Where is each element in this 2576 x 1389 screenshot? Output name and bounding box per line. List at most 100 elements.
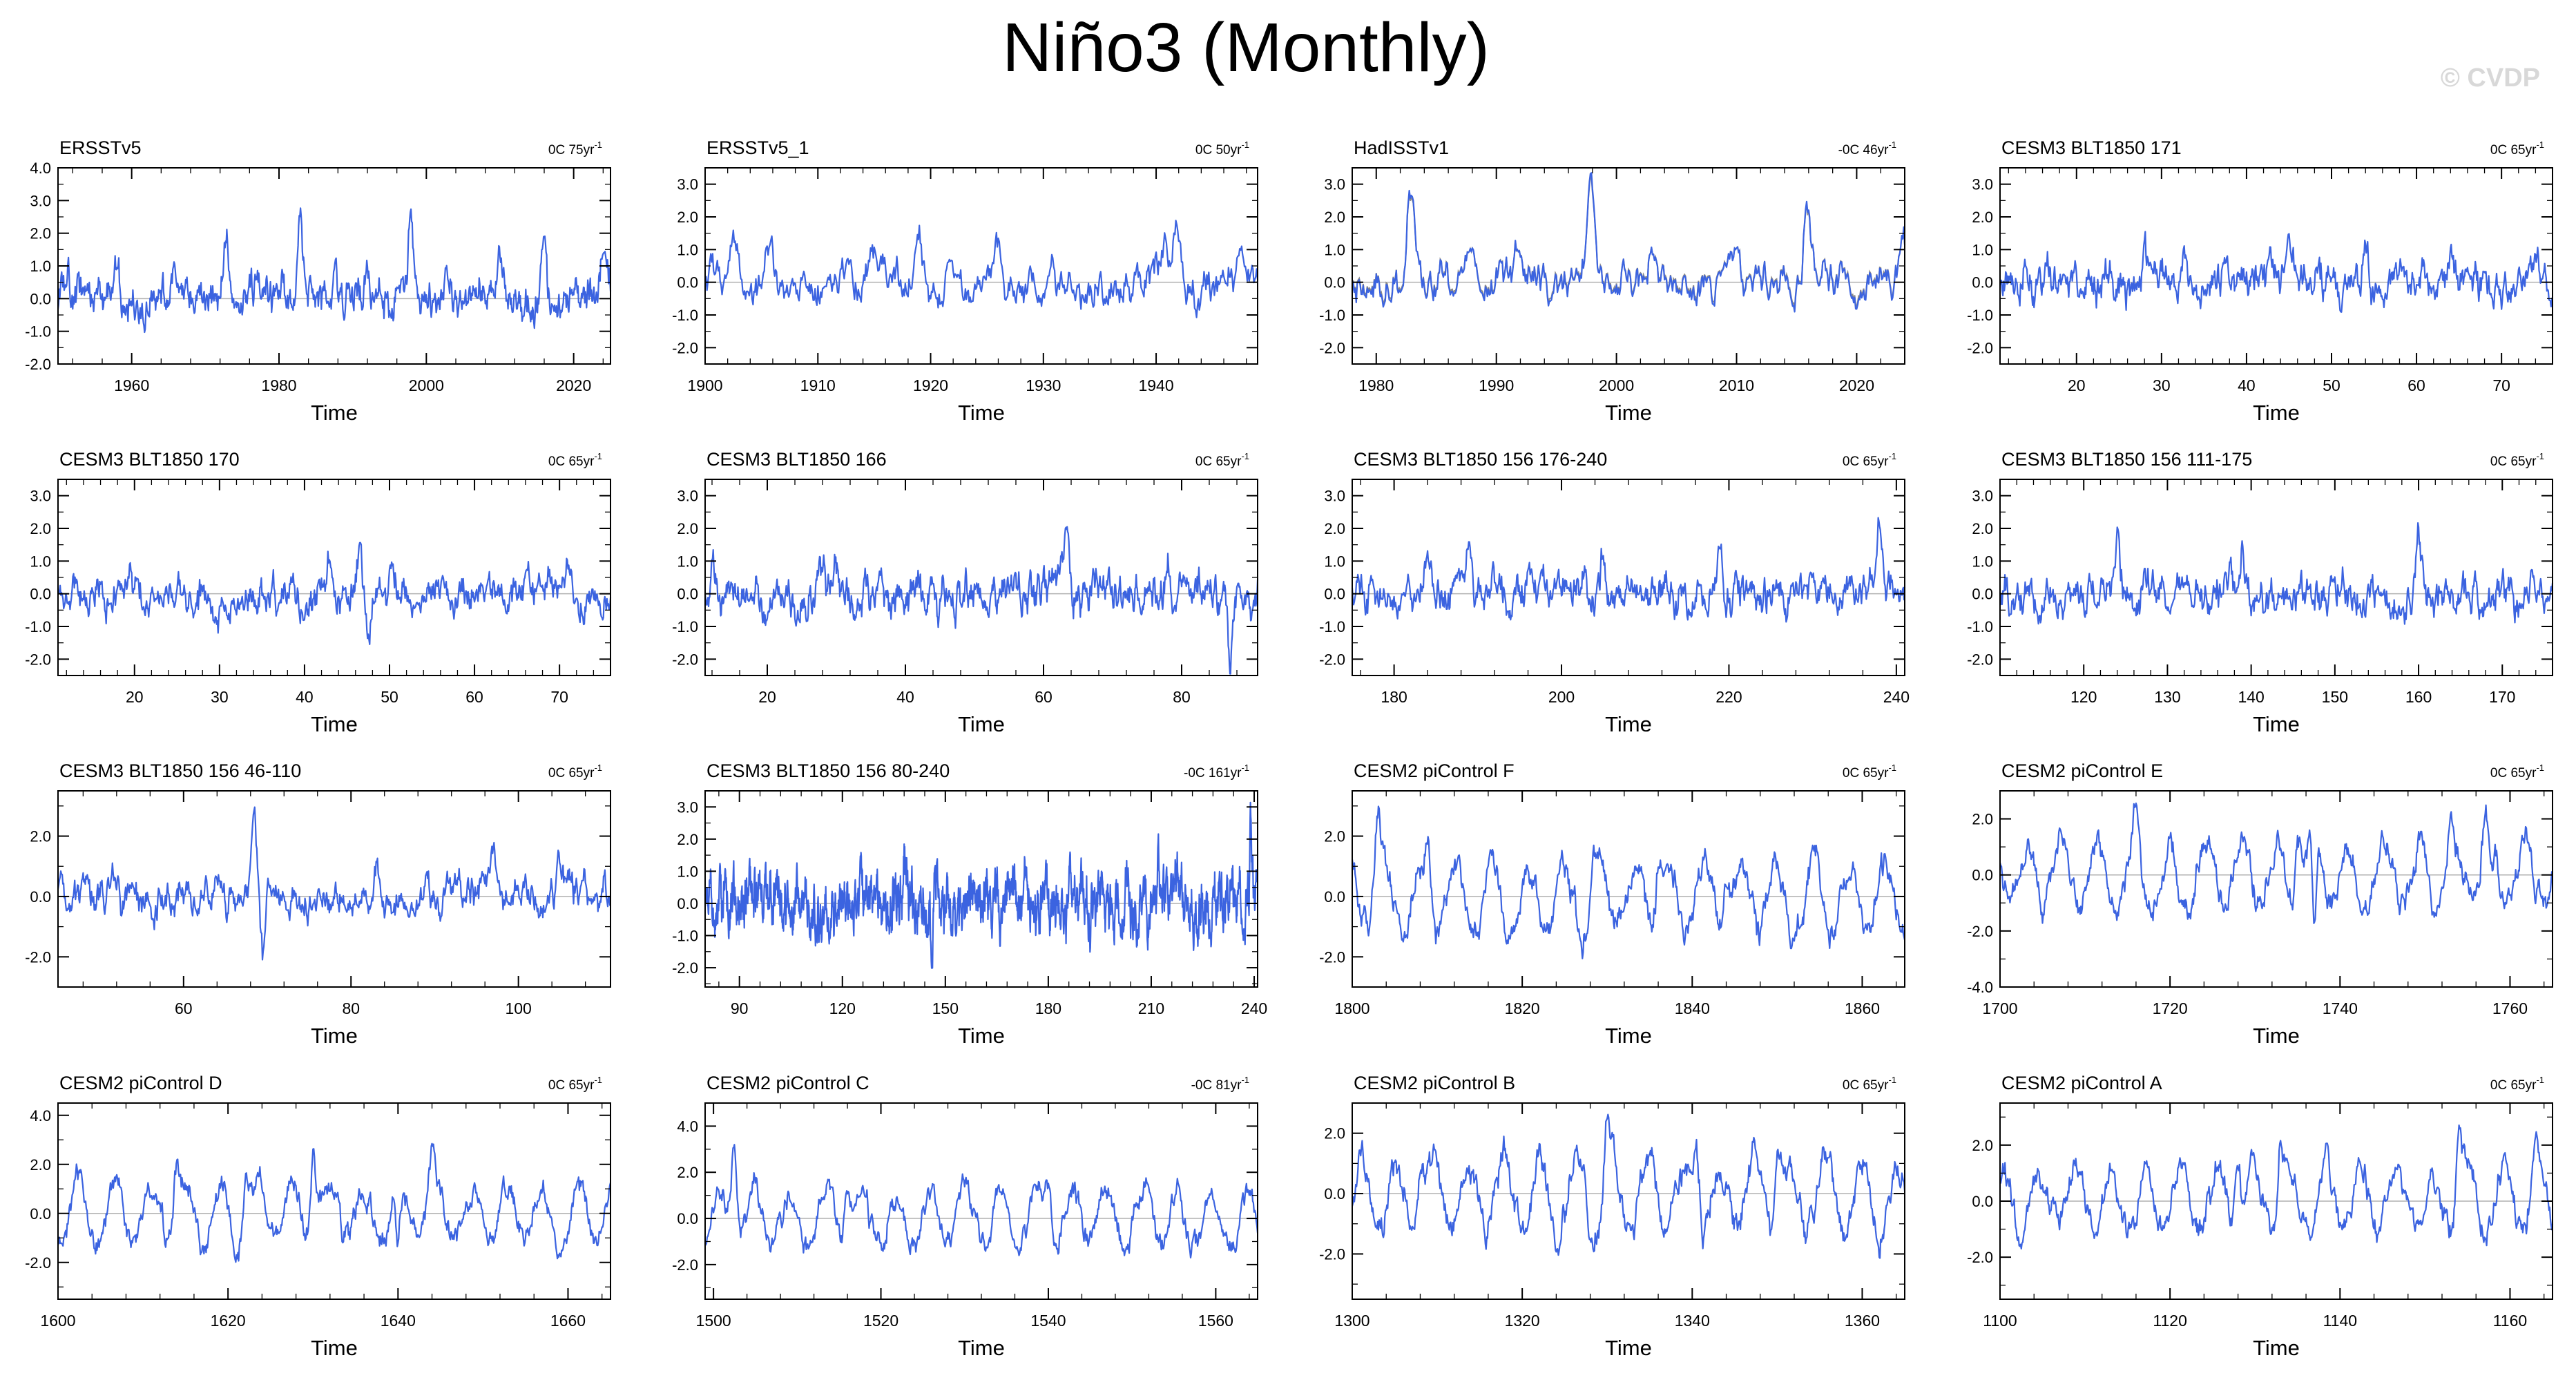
- x-axis-label: Time: [1605, 1024, 1652, 1048]
- panel-title: CESM3 BLT1850 171: [2001, 137, 2182, 158]
- x-tick-label: 160: [2405, 688, 2432, 706]
- x-tick-label: 60: [2407, 376, 2425, 394]
- y-tick-label: -2.0: [1967, 339, 1993, 356]
- figure-title: Niño3 (Monthly): [1002, 9, 1490, 86]
- y-tick-label: -2.0: [1319, 339, 1345, 356]
- trend-label: 0C 65yr-1: [1843, 451, 1896, 469]
- y-tick-label: 1.0: [1972, 553, 1993, 570]
- trend-exponent: -1: [2536, 763, 2544, 773]
- x-axis-label: Time: [2253, 712, 2300, 736]
- y-tick-label: 3.0: [1324, 488, 1345, 505]
- x-tick-label: 1340: [1675, 1312, 1710, 1330]
- x-tick-label: 1140: [2323, 1312, 2357, 1330]
- panel-title: CESM3 BLT1850 156 176-240: [1354, 449, 1607, 470]
- panel-title: ERSSTv5_1: [707, 137, 809, 158]
- y-tick-label: -2.0: [1319, 948, 1345, 966]
- x-tick-label: 1160: [2493, 1312, 2527, 1330]
- trend-exponent: -1: [1888, 1075, 1896, 1085]
- panel-13: 1600 1620 1640 1660 -2.0 0.0 2.0 4.0 CESM2 piCon…: [25, 1073, 612, 1360]
- x-tick-label: 240: [1241, 999, 1267, 1017]
- x-tick-label: 100: [505, 999, 531, 1017]
- y-tick-label: 1.0: [30, 553, 51, 570]
- x-tick-label: 40: [896, 688, 914, 706]
- trend-value: 0C 65yr: [1843, 454, 1889, 469]
- y-tick-label: 0.0: [30, 586, 51, 603]
- y-tick-label: 1.0: [1324, 553, 1345, 570]
- trend-value: -0C 46yr: [1838, 143, 1890, 157]
- plot-frame: [1999, 167, 2553, 365]
- y-tick-label: -2.0: [672, 339, 698, 356]
- y-tick-label: -2.0: [1967, 1249, 1993, 1266]
- y-tick-label: 2.0: [30, 520, 51, 537]
- series-line: [704, 220, 1259, 318]
- y-tick-label: 2.0: [1324, 1125, 1345, 1142]
- trend-label: 0C 65yr-1: [1843, 763, 1896, 780]
- y-tick-label: -2.0: [672, 651, 698, 668]
- series-line: [57, 207, 612, 334]
- trend-exponent: -1: [1241, 1075, 1249, 1085]
- panel-9: 60 80 100 -2.0 0.0 2.0 CESM3 BLT1850 156 46-11…: [25, 760, 611, 1048]
- plot-frame: [57, 790, 611, 988]
- y-tick-label: 4.0: [30, 1107, 51, 1124]
- panel-2: 1900 1910 1920 1930 1940 -2.0 -1.0 0.0 1.0 2.0 3.0…: [672, 137, 1259, 425]
- panel-15: 1300 1320 1340 1360 -2.0 0.0 2.0 CESM2 piContro…: [1319, 1073, 1906, 1360]
- y-tick-label: 2.0: [1324, 828, 1345, 845]
- y-tick-label: 0.0: [677, 895, 698, 912]
- x-axis-label: Time: [958, 401, 1005, 425]
- y-tick-label: 3.0: [30, 488, 51, 505]
- y-tick-label: 4.0: [30, 160, 51, 177]
- trend-label: 0C 65yr-1: [2490, 763, 2544, 780]
- trend-exponent: -1: [1241, 451, 1249, 461]
- panel-3: 1980 1990 2000 2010 2020 -2.0 -1.0 0.0 1.0 2.0 3.0…: [1319, 137, 1906, 425]
- series-line: [1999, 231, 2554, 313]
- x-tick-label: 1820: [1505, 999, 1540, 1017]
- trend-value: 0C 65yr: [2490, 1078, 2537, 1093]
- x-tick-label: 20: [2068, 376, 2086, 394]
- x-tick-label: 40: [296, 688, 314, 706]
- x-axis-label: Time: [958, 712, 1005, 736]
- trend-exponent: -1: [594, 1075, 602, 1085]
- y-tick-label: -2.0: [1967, 923, 1993, 940]
- trend-exponent: -1: [1241, 140, 1249, 150]
- trend-value: 0C 65yr: [548, 1078, 595, 1093]
- y-tick-label: -1.0: [25, 323, 51, 341]
- series-line: [1999, 802, 2554, 924]
- plot-frame: [704, 479, 1258, 676]
- x-axis-label: Time: [311, 712, 358, 736]
- series-line: [57, 1142, 612, 1263]
- x-axis-label: Time: [2253, 401, 2300, 425]
- x-tick-label: 20: [126, 688, 144, 706]
- x-tick-label: 1360: [1845, 1312, 1880, 1330]
- panel-12: 1700 1720 1740 1760 -4.0 -2.0 0.0 2.0 CESM2 piCo…: [1967, 760, 2554, 1048]
- x-tick-label: 240: [1883, 688, 1910, 706]
- x-tick-label: 1990: [1479, 376, 1514, 394]
- panel-title: CESM2 piControl B: [1354, 1073, 1515, 1093]
- y-tick-label: 2.0: [30, 828, 51, 845]
- y-tick-label: -1.0: [1319, 307, 1345, 324]
- series-line: [1351, 1113, 1906, 1259]
- y-tick-label: 1.0: [677, 241, 698, 258]
- x-tick-label: 70: [550, 688, 568, 706]
- y-tick-label: 0.0: [1324, 888, 1345, 906]
- x-tick-label: 180: [1381, 688, 1407, 706]
- x-tick-label: 1120: [2153, 1312, 2186, 1330]
- plot-frame: [57, 479, 611, 676]
- x-axis-label: Time: [2253, 1336, 2300, 1360]
- x-tick-label: 1520: [863, 1312, 898, 1330]
- series-line: [57, 542, 612, 645]
- y-tick-label: 0.0: [677, 586, 698, 603]
- panel-1: 1960 1980 2000 2020 -2.0 -1.0 0.0 1.0 2.0 3.0 4.0 E…: [25, 137, 612, 425]
- trend-label: -0C 46yr-1: [1838, 140, 1896, 157]
- y-tick-label: 1.0: [677, 863, 698, 880]
- y-tick-label: 0.0: [1972, 274, 1993, 291]
- y-tick-label: -2.0: [25, 651, 51, 668]
- series-line: [704, 801, 1259, 969]
- y-tick-label: -1.0: [672, 618, 698, 635]
- x-tick-label: 1980: [1358, 376, 1394, 394]
- trend-value: 0C 65yr: [548, 766, 595, 780]
- trend-value: 0C 65yr: [1843, 766, 1889, 780]
- y-tick-label: -1.0: [1967, 618, 1993, 635]
- plot-frame: [1999, 479, 2553, 676]
- trend-label: 0C 65yr-1: [1195, 451, 1249, 469]
